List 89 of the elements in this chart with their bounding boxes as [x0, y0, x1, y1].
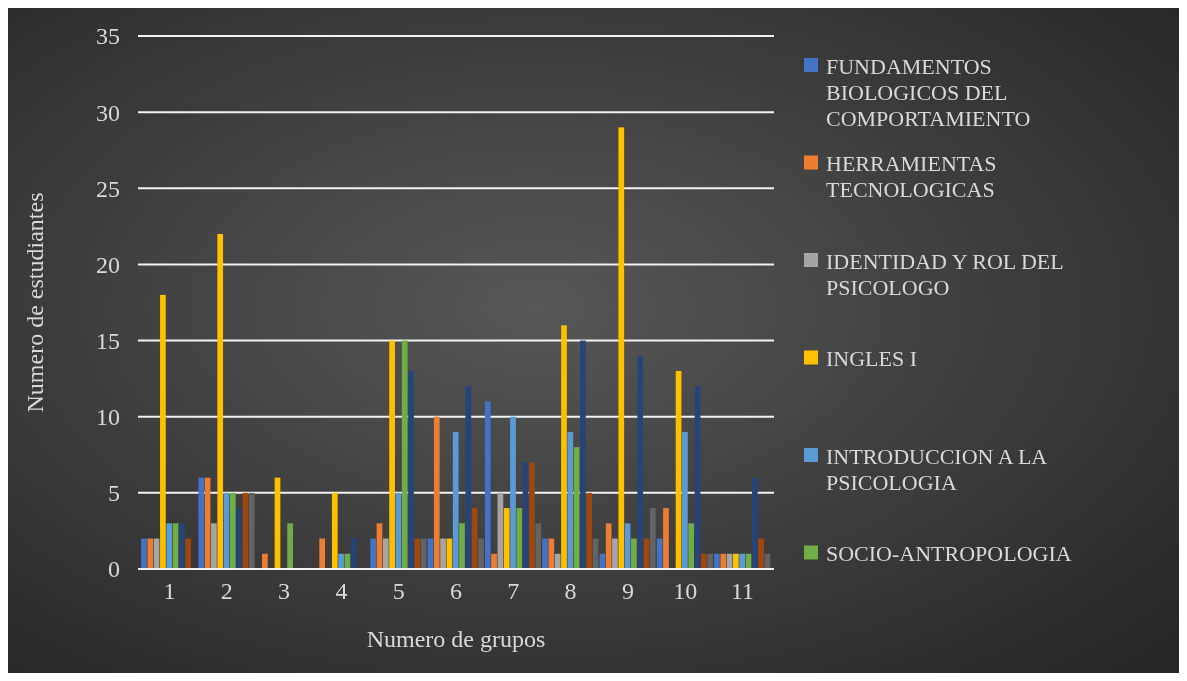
y-tick-label: 20 [96, 251, 120, 278]
bar [414, 538, 421, 569]
bar [459, 523, 465, 569]
bar [452, 431, 459, 569]
bar [331, 492, 338, 569]
bar [758, 538, 764, 569]
bar [720, 553, 727, 569]
bar [287, 523, 293, 569]
bar [516, 508, 523, 569]
bar [733, 553, 739, 569]
bar [465, 386, 472, 569]
y-tick-label: 25 [96, 175, 120, 202]
bar [198, 477, 205, 569]
bar [248, 492, 255, 569]
bar [663, 508, 669, 569]
legend-label: IDENTIDAD Y ROL DEL PSICOLOGO [826, 248, 1064, 300]
bar [433, 416, 440, 569]
legend-label: HERRAMIENTAS TECNOLOGICAS [826, 151, 997, 203]
legend-label: SOCIO-ANTROPOLOGIA [826, 541, 1072, 567]
x-tick-label: 3 [278, 578, 291, 604]
bar [542, 538, 548, 569]
x-tick-label: 10 [673, 578, 698, 604]
bar [319, 538, 326, 569]
legend-label: FUNDAMENTOS BIOLOGICOS DEL COMPORTAMIENTO [826, 53, 1031, 131]
bar [586, 492, 593, 569]
bar [178, 523, 185, 569]
bar [160, 294, 166, 569]
bar [714, 553, 720, 569]
bar [554, 553, 561, 569]
bar [211, 523, 217, 569]
bar [217, 233, 224, 569]
legend-label: INTRODUCCION A LA PSICOLOGIA [826, 443, 1048, 495]
x-tick-label: 9 [621, 578, 634, 604]
bar [478, 538, 484, 569]
bar [567, 431, 574, 569]
bar [707, 553, 713, 569]
x-tick-label: 11 [730, 578, 755, 604]
bar [649, 508, 656, 569]
x-tick-label: 6 [450, 578, 462, 604]
bar [605, 523, 612, 569]
y-tick-label: 10 [96, 404, 120, 431]
x-tick-label: 7 [507, 578, 520, 604]
y-axis-title: Numero de estudiantes [22, 192, 48, 413]
bar [229, 492, 236, 569]
bar [682, 431, 688, 569]
bar [370, 538, 377, 569]
bar [236, 508, 242, 569]
x-tick-label: 4 [335, 578, 348, 604]
bar [166, 523, 173, 569]
y-tick-label: 15 [96, 327, 120, 354]
y-tick-label: 0 [108, 556, 120, 583]
x-tick-label: 5 [392, 578, 405, 604]
bar [338, 553, 344, 569]
bar [262, 553, 268, 569]
bar [561, 325, 567, 569]
bar [599, 553, 606, 569]
bar [700, 553, 707, 569]
bar [350, 538, 357, 569]
bar [503, 508, 510, 569]
bar [535, 523, 542, 569]
bar [510, 416, 516, 569]
legend-label: INGLES I [826, 346, 918, 372]
bar [739, 553, 746, 569]
bar [656, 538, 663, 569]
bar [612, 538, 618, 569]
x-tick-label: 2 [220, 578, 233, 604]
y-tick-label: 35 [96, 23, 120, 50]
bar [529, 462, 535, 569]
bar [141, 538, 147, 569]
bar [751, 477, 758, 569]
bar [185, 538, 191, 569]
bar [491, 553, 497, 569]
x-tick-label: 1 [163, 578, 176, 604]
bar [389, 340, 395, 569]
bar [401, 340, 408, 569]
bar [637, 355, 644, 569]
x-tick-label: 8 [564, 578, 577, 604]
bar [440, 538, 446, 569]
x-axis-title: Numero de grupos [366, 626, 546, 652]
bar [408, 371, 414, 569]
bar [147, 538, 154, 569]
bar [688, 523, 695, 569]
bar [631, 538, 637, 569]
bar [484, 401, 491, 569]
bar [618, 127, 625, 569]
y-tick-label: 5 [108, 480, 120, 507]
y-tick-label: 30 [96, 99, 120, 126]
bar [580, 340, 586, 569]
bar [382, 538, 389, 569]
